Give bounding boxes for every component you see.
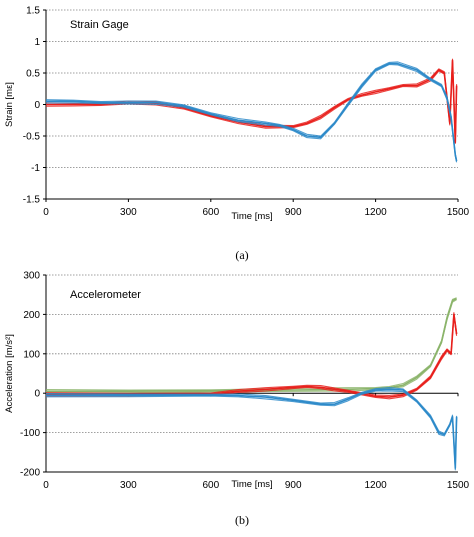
y-tick-label: -1.5 bbox=[23, 195, 41, 206]
x-tick-label: 600 bbox=[202, 207, 219, 218]
series-line bbox=[46, 388, 458, 469]
series-line bbox=[45, 61, 458, 144]
series-line bbox=[45, 299, 457, 394]
x-tick-label: 1500 bbox=[447, 207, 470, 218]
chart-accelerometer: -200 -100 0 100 200 300 0 300 600 900 1200 1500 Time… bbox=[4, 271, 470, 528]
series-line bbox=[45, 61, 458, 160]
x-tick-label: 1200 bbox=[364, 207, 387, 218]
y-tick-label: 1.5 bbox=[26, 6, 40, 17]
y-tick-label: 0 bbox=[34, 100, 40, 111]
series-line bbox=[45, 58, 458, 142]
figure-caption: (b) bbox=[235, 513, 249, 527]
x-tick-label: 900 bbox=[285, 480, 302, 491]
x-tick-label: 300 bbox=[120, 207, 137, 218]
y-tick-label: 0 bbox=[34, 389, 40, 400]
y-tick-label: -100 bbox=[20, 428, 40, 439]
y-tick-label: -1 bbox=[31, 163, 40, 174]
series-line bbox=[46, 62, 458, 162]
x-tick-label: 300 bbox=[120, 480, 137, 491]
x-tick-label: 0 bbox=[43, 480, 49, 491]
x-tick-label: 900 bbox=[285, 207, 302, 218]
x-tick-label: 1200 bbox=[364, 480, 387, 491]
series-line bbox=[46, 59, 458, 144]
series-line bbox=[45, 63, 458, 163]
y-tick-label: 1 bbox=[34, 37, 40, 48]
series-line bbox=[45, 390, 458, 471]
x-axis-label: Time [ms] bbox=[231, 211, 272, 222]
y-tick-label: 100 bbox=[23, 349, 40, 360]
x-axis-label: Time [ms] bbox=[231, 479, 272, 490]
y-tick-label: -200 bbox=[20, 468, 40, 479]
x-tick-label: 600 bbox=[202, 480, 219, 491]
x-tick-label: 0 bbox=[43, 207, 49, 218]
x-tick-label: 1500 bbox=[447, 480, 470, 491]
y-tick-label: 300 bbox=[23, 271, 40, 282]
chart-annotation: Accelerometer bbox=[70, 289, 141, 301]
y-tick-label: 200 bbox=[23, 310, 40, 321]
y-tick-label: -0.5 bbox=[23, 132, 41, 143]
series-line bbox=[45, 387, 458, 468]
figure-caption: (a) bbox=[235, 248, 248, 262]
chart-annotation: Strain Gage bbox=[70, 19, 129, 31]
chart-strain-gage: -1.5 -1 -0.5 0 0.5 1 1.5 0 300 600 900 1200 1500 Time… bbox=[4, 6, 470, 263]
y-axis-label: Strain [mε] bbox=[4, 82, 15, 127]
series-line bbox=[46, 297, 457, 392]
y-axis-label: Acceleration [m/s²] bbox=[4, 334, 15, 413]
series-line bbox=[46, 313, 458, 398]
series-line bbox=[45, 297, 457, 391]
y-tick-label: 0.5 bbox=[26, 69, 40, 80]
